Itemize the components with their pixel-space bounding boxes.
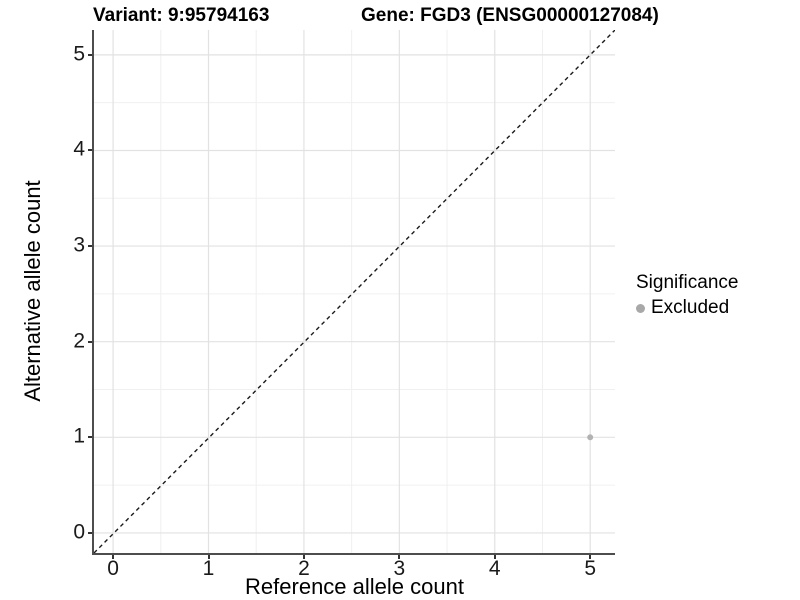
x-axis-tick-label: 5 [584,557,597,580]
gridlines-minor [94,30,615,553]
legend-item-label: Excluded [651,297,730,318]
data-points [587,434,594,441]
x-axis-tick-mark [493,555,496,559]
plot-panel [92,30,615,555]
identity-dashed-line [94,30,615,553]
x-axis-tick-label: 2 [298,557,310,580]
data-point [587,434,594,441]
x-axis-tick-label: 3 [393,557,406,580]
x-axis-tick-mark [302,555,305,559]
y-axis-tick-mark [88,53,92,56]
plot-canvas [94,30,615,553]
legend: Significance Excluded [636,272,738,319]
y-axis-tick-label: 1 [73,424,85,448]
y-axis-tick-mark [88,245,92,248]
x-axis-tick-label: 0 [107,557,119,580]
y-axis-tick-mark [88,340,92,343]
y-axis-tick-label: 3 [73,233,85,257]
y-axis-tick-label: 5 [73,42,85,66]
legend-title: Significance [636,272,739,293]
x-axis-title: Reference allele count [245,574,464,599]
y-axis-tick-label: 4 [73,137,85,161]
legend-item-excluded: Excluded [636,297,738,319]
plot-title-gene: Gene: FGD3 (ENSG00000127084) [361,5,659,26]
x-axis-tick-mark [398,555,401,559]
x-axis-tick-mark [207,555,210,559]
y-axis-tick-mark [88,436,92,439]
x-axis-tick-mark [112,555,115,559]
plot-title-variant: Variant: 9:95794163 [93,5,270,26]
gridlines-major [94,30,615,553]
legend-circle-marker-icon [636,303,645,313]
x-axis-tick-label: 4 [488,557,501,580]
y-axis-tick-label: 0 [73,520,85,544]
y-axis-tick-mark [88,149,92,152]
y-axis-tick-mark [88,531,92,534]
y-axis-tick-label: 2 [73,329,85,353]
x-axis-tick-label: 1 [202,557,215,580]
y-axis-title: Alternative allele count [20,180,45,402]
x-axis-tick-mark [589,555,592,559]
